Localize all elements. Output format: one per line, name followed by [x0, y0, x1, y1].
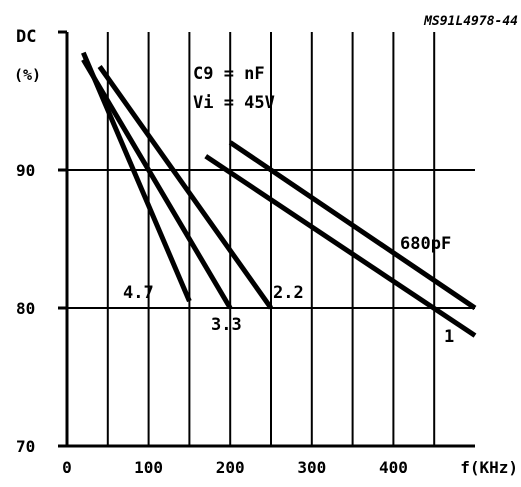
- y-axis-unit: (%): [14, 66, 41, 84]
- series-line-2: [97, 65, 274, 310]
- series-label-2: 2.2: [273, 283, 304, 303]
- tick-labels: 0 100 200 300 400 70 80 90: [16, 161, 408, 477]
- y-tick-label-1: 80: [16, 299, 35, 318]
- x-axis-label: f(KHz): [460, 458, 518, 477]
- y-tick-label-2: 90: [16, 161, 35, 180]
- annotation-voltage: Vi = 45V: [193, 93, 275, 113]
- figure-code: MS91L4978-44: [423, 14, 518, 29]
- series-line-4: [204, 154, 477, 338]
- x-tick-label-0: 0: [62, 458, 72, 477]
- series-label-0: 4.7: [123, 283, 154, 303]
- series-label-4: 1: [444, 327, 454, 347]
- axes: [58, 30, 475, 448]
- series-line-1: [81, 58, 233, 310]
- x-tick-label-2: 200: [216, 458, 245, 477]
- series-label-3: 680pF: [400, 234, 451, 254]
- series-line-3: [228, 140, 477, 311]
- y-axis-label: DC: [16, 27, 36, 47]
- annotation-cap: C9 = nF: [193, 64, 265, 84]
- series-label-1: 3.3: [211, 315, 242, 335]
- y-tick-label-0: 70: [16, 437, 35, 456]
- series-labels: 4.7 3.3 2.2 680pF 1: [123, 234, 454, 347]
- series-lines: [81, 51, 477, 338]
- x-tick-label-1: 100: [134, 458, 163, 477]
- x-tick-label-3: 300: [297, 458, 326, 477]
- x-tick-label-4: 400: [379, 458, 408, 477]
